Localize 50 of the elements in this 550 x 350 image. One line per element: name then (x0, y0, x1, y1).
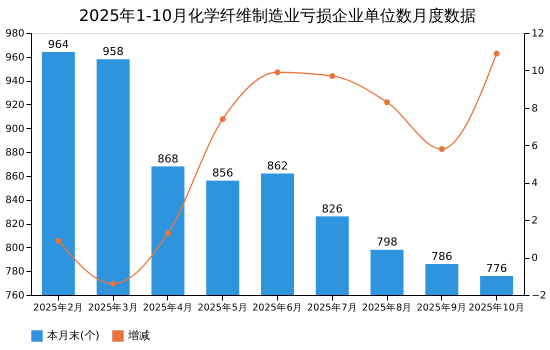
data-label: 868 (157, 152, 178, 166)
x-tick-label: 2025年4月 (142, 302, 194, 314)
y-tick-label: 820 (5, 219, 24, 230)
x-tick-label: 2025年5月 (198, 302, 248, 314)
point (438, 146, 445, 152)
point (274, 69, 280, 76)
y-tick-label: 960 (5, 52, 24, 64)
point (110, 280, 116, 287)
data-label: 798 (376, 236, 398, 249)
point (384, 99, 390, 106)
y-tick-label: 800 (5, 242, 24, 254)
point (220, 116, 226, 122)
y-tick-label: 940 (5, 76, 24, 88)
x-tick-label: 2025年7月 (307, 302, 358, 314)
data-label: 958 (102, 45, 124, 58)
y2-tick-label: 12 (532, 28, 544, 40)
y-tick-label: 760 (5, 290, 24, 302)
y-tick-label: 980 (5, 28, 24, 40)
y-tick-label: 780 (5, 266, 24, 278)
y2-tick-label: 4 (532, 178, 538, 190)
y-tick-label: 880 (5, 148, 24, 159)
y-tick-label: 920 (5, 100, 24, 111)
y-tick-label: 840 (5, 195, 24, 206)
y2-tick-label: 6 (532, 140, 538, 152)
data-label: 856 (212, 166, 234, 180)
data-label: 786 (431, 250, 452, 264)
chart-title: 2025年1-10月化学纤维制造业亏损企业单位数月度数据 (78, 6, 476, 25)
x-tick-label: 2025年6月 (252, 302, 303, 314)
data-label: 776 (486, 262, 508, 275)
x-tick-label: 2025年3月 (88, 302, 138, 314)
y2-tick-label: −2 (532, 290, 546, 302)
y-tick-label: 900 (5, 124, 24, 135)
legend-label: 本月末(个) (47, 329, 100, 342)
y-tick-label: 860 (5, 171, 24, 182)
x-tick-label: 2025年9月 (416, 302, 467, 314)
y2-tick-label: 0 (532, 253, 538, 264)
point (164, 230, 171, 236)
data-label: 964 (48, 38, 69, 52)
data-label: 826 (322, 202, 343, 216)
point (329, 73, 336, 79)
y2-tick-label: 8 (532, 103, 538, 114)
x-tick-label: 2025年10月 (468, 302, 525, 314)
data-label: 862 (267, 160, 288, 173)
x-tick-label: 2025年2月 (33, 302, 84, 314)
point (494, 50, 500, 57)
legend-label: 增减 (127, 329, 150, 342)
point (55, 238, 62, 244)
x-tick-label: 2025年8月 (362, 302, 412, 314)
y2-tick-label: 10 (532, 66, 544, 77)
y2-tick-label: 2 (532, 216, 538, 227)
